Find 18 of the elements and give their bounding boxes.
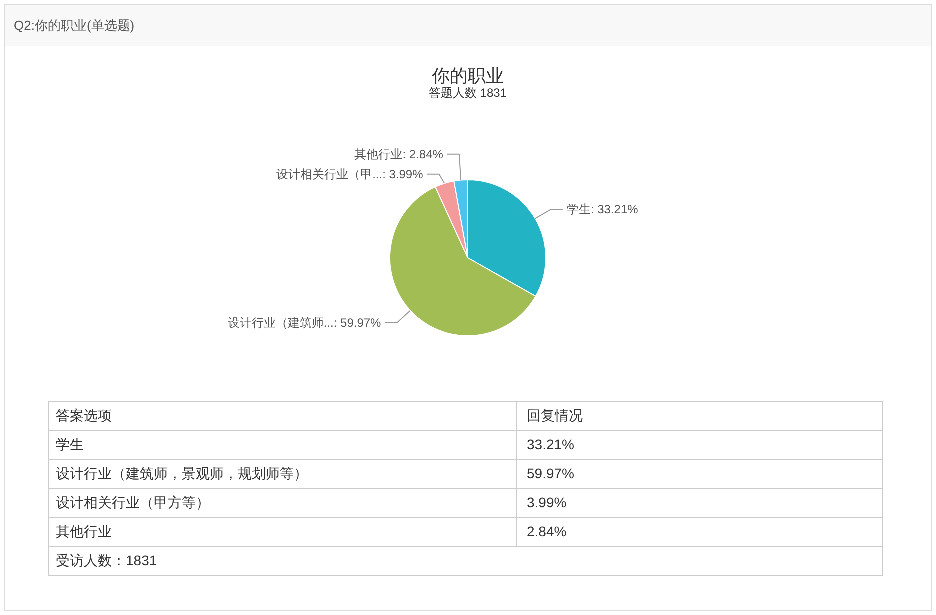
text: Q2:你的职业(单选题): [14, 18, 135, 33]
text: 59.97%: [527, 466, 574, 482]
text: 2.84%: [527, 524, 567, 540]
text: 3.99%: [527, 494, 567, 510]
category-label: 设计相关行业（甲方等）: [56, 494, 210, 510]
slice-label: 设计相关行业（甲...: 3.99%: [276, 167, 424, 182]
chart-subtitle: 答题人数 1831: [428, 86, 508, 100]
slice-label: 其他行业: 2.84%: [354, 147, 444, 162]
chart-title: 你的职业: [431, 66, 504, 86]
slice-label: 学生: 33.21%: [566, 202, 639, 217]
text: 受访人数：1831: [56, 552, 158, 568]
category-label: 其他行业: [56, 524, 112, 540]
text: 答案选项: [56, 408, 112, 424]
category-label: 学生: [56, 436, 84, 452]
category-label: 设计行业（建筑师，景观师，规划师等）: [56, 466, 308, 482]
slice-label: 设计行业（建筑师...: 59.97%: [228, 316, 382, 330]
text: 回复情况: [527, 408, 583, 424]
text: 33.21%: [527, 436, 574, 452]
